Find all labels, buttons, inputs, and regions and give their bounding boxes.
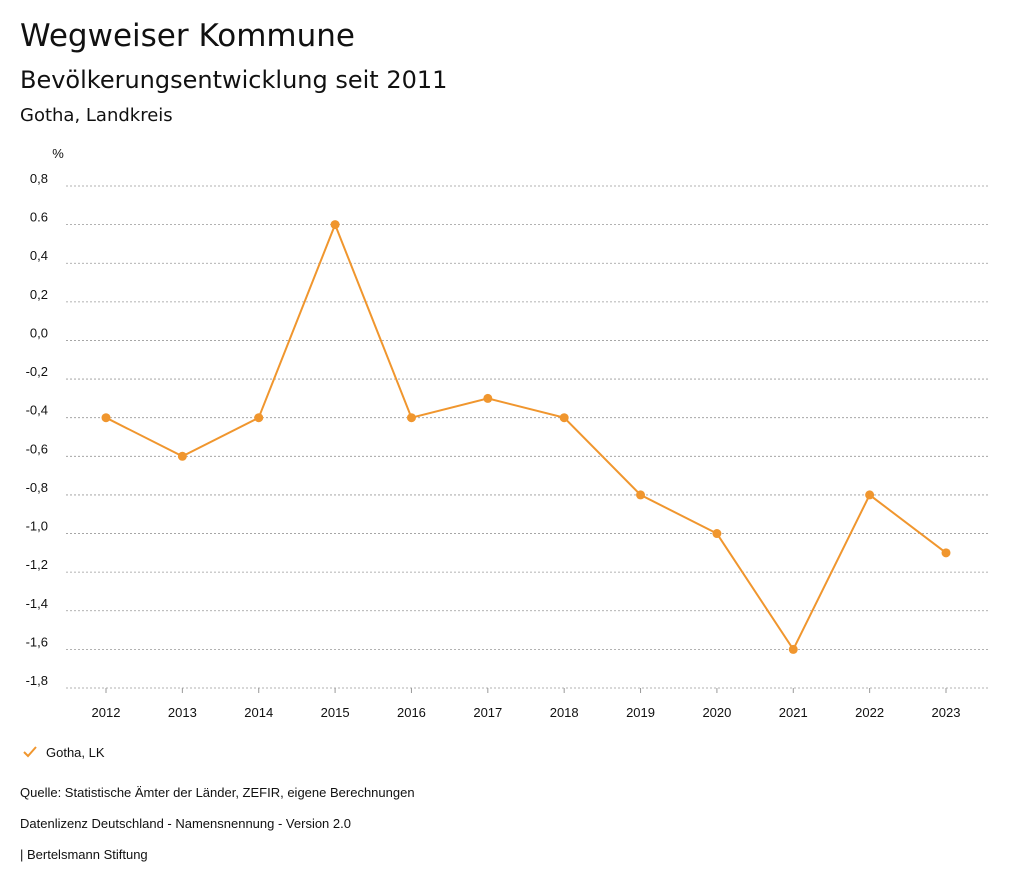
x-tick-label: 2020 <box>702 705 731 720</box>
y-tick-label: 0,0 <box>30 325 48 340</box>
y-tick-label: 0,2 <box>30 287 48 302</box>
y-tick-label: -1,8 <box>26 673 48 688</box>
data-point <box>636 490 646 500</box>
page-title: Wegweiser Kommune <box>20 18 355 54</box>
chart-subtitle: Bevölkerungsentwicklung seit 2011 <box>20 66 448 94</box>
region-label: Gotha, Landkreis <box>20 105 173 126</box>
y-tick-label: -1,0 <box>26 519 48 534</box>
x-tick-label: 2013 <box>168 705 197 720</box>
data-point <box>254 413 264 423</box>
y-tick-label: -0,2 <box>26 364 48 379</box>
line-chart: % 0,8 0.6 0,4 0,2 0,0 -0,2 -0,4 -0,6 -0,8 -1,0 -1,2… <box>26 146 990 720</box>
y-tick-label: -0,8 <box>26 480 48 495</box>
data-point <box>483 393 493 403</box>
data-point <box>559 413 569 423</box>
data-point <box>330 220 340 230</box>
data-point <box>406 413 416 423</box>
x-tick-label: 2023 <box>932 705 961 720</box>
y-tick-label: -1,6 <box>26 634 48 649</box>
data-point <box>941 548 951 558</box>
check-icon <box>23 746 37 758</box>
license-note: Datenlizenz Deutschland - Namensnennung … <box>20 816 351 831</box>
y-tick-label: 0,4 <box>30 248 48 263</box>
data-point <box>865 490 875 500</box>
x-tick-label: 2019 <box>626 705 655 720</box>
data-point <box>101 413 111 423</box>
y-tick-label: 0.6 <box>30 210 48 225</box>
y-tick-label: -1,2 <box>26 557 48 572</box>
publisher-note: | Bertelsmann Stiftung <box>20 847 148 862</box>
y-tick-label: -0,6 <box>26 441 48 456</box>
legend-label: Gotha, LK <box>46 744 105 760</box>
x-tick-label: 2014 <box>244 705 273 720</box>
x-tick-label: 2021 <box>779 705 808 720</box>
x-tick-label: 2018 <box>550 705 579 720</box>
y-tick-label: 0,8 <box>30 171 48 186</box>
data-point <box>788 644 798 654</box>
source-note: Quelle: Statistische Ämter der Länder, Z… <box>20 785 415 800</box>
legend[interactable]: Gotha, LK <box>22 744 105 760</box>
y-tick-label: -0,4 <box>26 403 48 418</box>
data-point <box>712 529 722 539</box>
x-tick-label: 2022 <box>855 705 884 720</box>
y-tick-label: -1,4 <box>26 596 48 611</box>
x-tick-label: 2016 <box>397 705 426 720</box>
data-point <box>177 451 187 461</box>
series-line-gotha-lk <box>105 221 947 652</box>
x-tick-label: 2012 <box>92 705 121 720</box>
x-tick-label: 2015 <box>321 705 350 720</box>
y-axis-unit-label: % <box>52 146 64 161</box>
x-tick-label: 2017 <box>473 705 502 720</box>
